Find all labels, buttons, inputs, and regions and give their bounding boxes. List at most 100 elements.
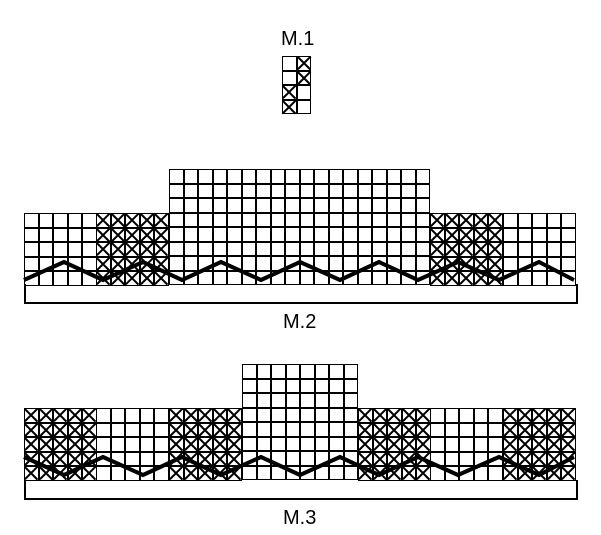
x-cell [488, 242, 503, 257]
blank-cell [242, 379, 257, 394]
blank-cell [300, 393, 315, 408]
x-cell [198, 408, 213, 423]
blank-cell [343, 227, 358, 242]
blank-cell [24, 242, 39, 257]
x-cell [474, 242, 489, 257]
blank-cell [140, 423, 155, 438]
x-cell [82, 423, 97, 438]
blank-cell [372, 213, 387, 228]
blank-cell [315, 379, 330, 394]
x-cell [213, 437, 228, 452]
blank-cell [416, 198, 431, 213]
x-cell [518, 423, 533, 438]
blank-cell [387, 169, 402, 184]
blank-cell [416, 227, 431, 242]
x-cell [430, 242, 445, 257]
x-cell [227, 408, 242, 423]
x-cell [154, 213, 169, 228]
blank-cell [111, 437, 126, 452]
blank-cell [242, 198, 257, 213]
blank-cell [300, 242, 315, 257]
x-cell [213, 423, 228, 438]
blank-cell [256, 242, 271, 257]
blank-cell [184, 242, 199, 257]
x-cell [282, 85, 297, 100]
blank-cell [213, 169, 228, 184]
x-cell [297, 71, 312, 86]
blank-cell [344, 364, 359, 379]
x-cell [387, 437, 402, 452]
x-cell [445, 242, 460, 257]
blank-cell [329, 227, 344, 242]
x-cell [282, 100, 297, 115]
blank-cell [416, 184, 431, 199]
blank-cell [300, 169, 315, 184]
blank-cell [271, 227, 286, 242]
blank-cell [227, 213, 242, 228]
blank-cell [344, 408, 359, 423]
x-cell [532, 437, 547, 452]
blank-cell [285, 227, 300, 242]
x-cell [561, 408, 576, 423]
x-cell [39, 423, 54, 438]
blank-cell [257, 364, 272, 379]
blank-cell [387, 213, 402, 228]
blank-cell [459, 437, 474, 452]
blank-cell [300, 422, 315, 437]
blank-cell [169, 198, 184, 213]
x-cell [387, 423, 402, 438]
blank-cell [315, 437, 330, 452]
blank-cell [285, 213, 300, 228]
blank-cell [140, 437, 155, 452]
x-cell [561, 437, 576, 452]
blank-cell [286, 393, 301, 408]
blank-cell [242, 393, 257, 408]
x-cell [416, 408, 431, 423]
blank-cell [213, 213, 228, 228]
blank-cell [300, 213, 315, 228]
blank-cell [154, 437, 169, 452]
blank-cell [474, 423, 489, 438]
blank-cell [358, 213, 373, 228]
blank-cell [96, 408, 111, 423]
blank-cell [401, 213, 416, 228]
blank-cell [271, 422, 286, 437]
blank-cell [344, 437, 359, 452]
x-cell [140, 228, 155, 243]
blank-cell [286, 437, 301, 452]
blank-cell [518, 213, 533, 228]
blank-cell [53, 242, 68, 257]
blank-cell [68, 213, 83, 228]
x-cell [547, 437, 562, 452]
blank-cell [372, 198, 387, 213]
x-cell [169, 408, 184, 423]
x-cell [125, 228, 140, 243]
chart-m3-zigzag [24, 452, 574, 480]
blank-cell [227, 184, 242, 199]
blank-cell [314, 227, 329, 242]
blank-cell [24, 213, 39, 228]
x-cell [53, 437, 68, 452]
blank-cell [297, 85, 312, 100]
blank-cell [256, 227, 271, 242]
x-cell [459, 213, 474, 228]
blank-cell [401, 184, 416, 199]
x-cell [24, 423, 39, 438]
blank-cell [198, 169, 213, 184]
blank-cell [96, 437, 111, 452]
x-cell [68, 408, 83, 423]
x-cell [111, 242, 126, 257]
blank-cell [111, 408, 126, 423]
blank-cell [300, 408, 315, 423]
blank-cell [227, 242, 242, 257]
blank-cell [271, 379, 286, 394]
blank-cell [532, 228, 547, 243]
blank-cell [242, 169, 257, 184]
blank-cell [459, 423, 474, 438]
x-cell [96, 213, 111, 228]
blank-cell [459, 408, 474, 423]
blank-cell [488, 408, 503, 423]
blank-cell [474, 408, 489, 423]
blank-cell [358, 198, 373, 213]
x-cell [561, 423, 576, 438]
